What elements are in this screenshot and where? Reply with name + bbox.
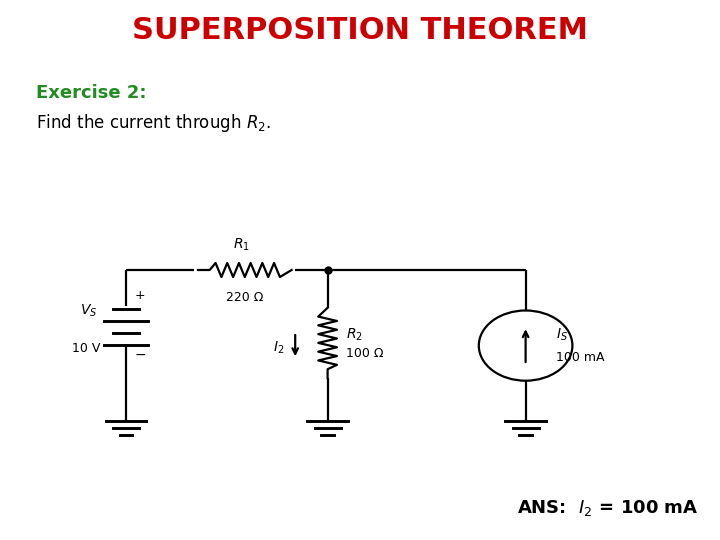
Text: +: +: [135, 289, 145, 302]
Text: $I_S$: $I_S$: [556, 327, 568, 343]
Text: $I_2$: $I_2$: [273, 340, 284, 356]
Text: $V_S$: $V_S$: [80, 302, 97, 319]
Text: −: −: [135, 348, 146, 362]
Text: 100 mA: 100 mA: [556, 351, 604, 364]
Text: 10 V: 10 V: [73, 342, 101, 355]
Text: 100 Ω: 100 Ω: [346, 347, 383, 360]
Text: ANS:  $I_2$ = 100 mA: ANS: $I_2$ = 100 mA: [517, 498, 698, 518]
Text: Find the current through $R_2$.: Find the current through $R_2$.: [36, 112, 271, 134]
Text: Exercise 2:: Exercise 2:: [36, 84, 146, 102]
Text: $R_2$: $R_2$: [346, 327, 362, 343]
Text: SUPERPOSITION THEOREM: SUPERPOSITION THEOREM: [132, 16, 588, 45]
Text: 220 Ω: 220 Ω: [226, 291, 264, 303]
Text: $R_1$: $R_1$: [233, 237, 250, 253]
